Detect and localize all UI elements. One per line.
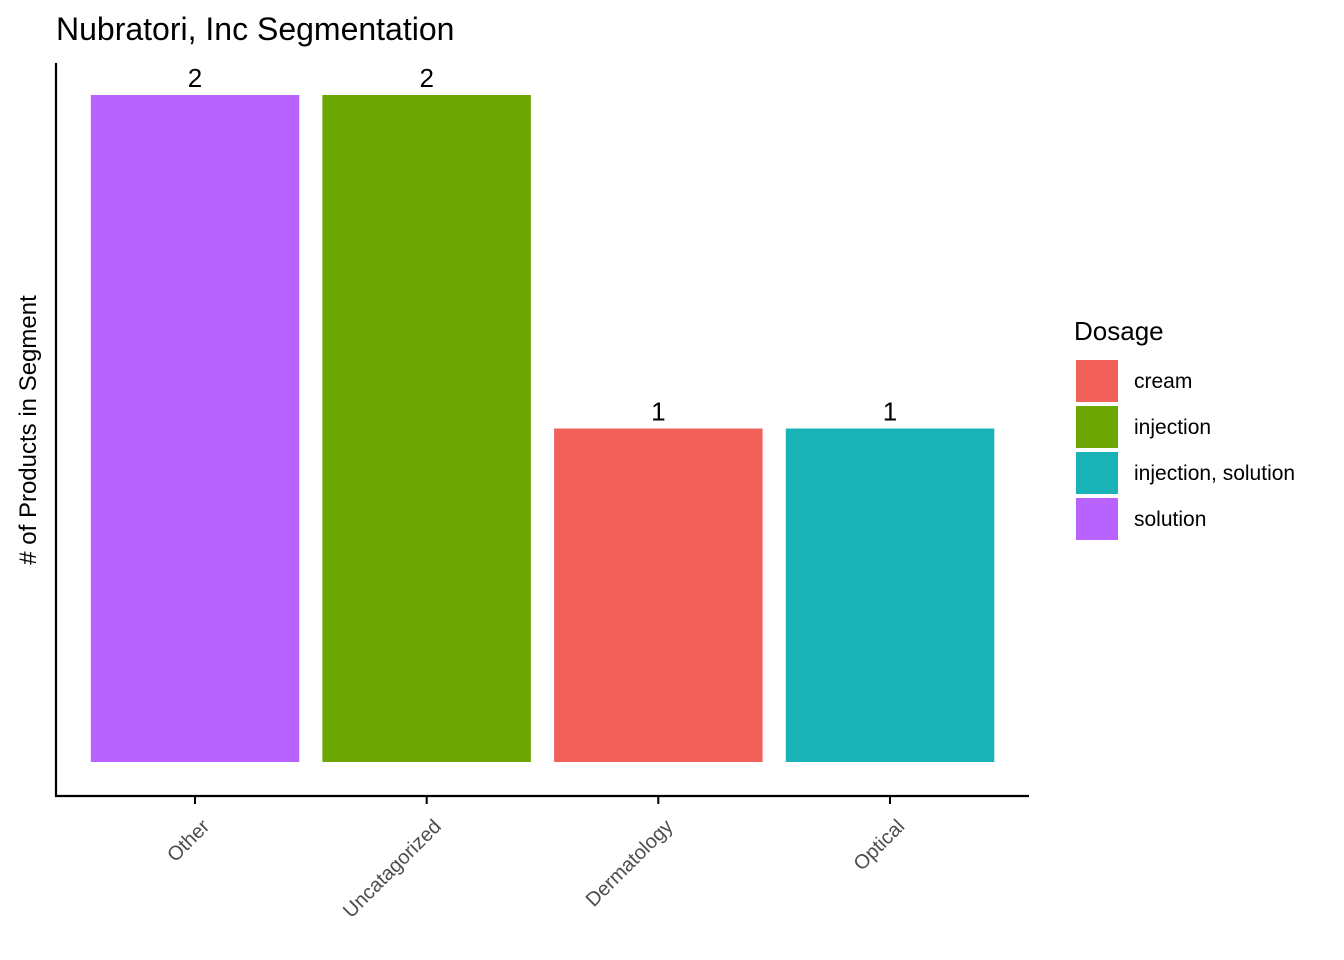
- legend-swatch-injection: [1076, 406, 1118, 448]
- x-tick-label-uncatagorized: Uncatagorized: [339, 816, 446, 923]
- bar-dermatology: [554, 428, 763, 762]
- data-label-other: 2: [188, 63, 202, 93]
- x-tick-label-optical: Optical: [850, 816, 910, 876]
- legend-swatch-injection-solution: [1076, 452, 1118, 494]
- x-tick-label-dermatology: Dermatology: [582, 816, 678, 912]
- legend-title: Dosage: [1074, 316, 1164, 346]
- legend-label-cream: cream: [1134, 370, 1192, 393]
- data-label-uncatagorized: 2: [419, 63, 433, 93]
- x-ticks-group: [194, 797, 891, 804]
- x-tick-labels-group: Other Uncatagorized Dermatology Optical: [163, 815, 909, 922]
- legend-label-solution: solution: [1134, 508, 1206, 531]
- data-label-optical: 1: [883, 397, 897, 427]
- x-tick-label-other: Other: [163, 815, 214, 866]
- bar-other: [90, 95, 300, 762]
- bars-group: [90, 95, 995, 762]
- legend-label-injection: injection: [1134, 416, 1211, 439]
- legend-entries: cream injection injection, solution solutio…: [1076, 360, 1295, 540]
- data-labels-group: 2 2 1 1: [188, 63, 897, 427]
- data-label-dermatology: 1: [651, 397, 665, 427]
- legend: Dosage cream injection injection, solution…: [1074, 316, 1295, 540]
- legend-label-injection-solution: injection, solution: [1134, 462, 1295, 485]
- legend-swatch-solution: [1076, 498, 1118, 540]
- bar-optical: [785, 428, 995, 762]
- y-axis-title: # of Products in Segment: [15, 295, 42, 565]
- legend-swatch-cream: [1076, 360, 1118, 402]
- chart-title: Nubratori, Inc Segmentation: [56, 11, 454, 47]
- bar-uncatagorized: [322, 95, 531, 762]
